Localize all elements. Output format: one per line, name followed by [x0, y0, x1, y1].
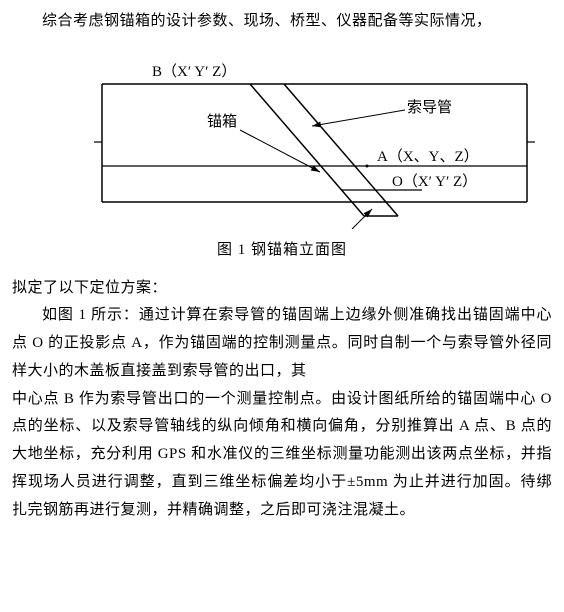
paragraph-lead: 拟定了以下定位方案： — [12, 275, 552, 303]
intro-line: 综合考虑钢锚箱的设计参数、现场、桥型、仪器配备等实际情况， — [12, 8, 552, 36]
paragraph-main-1: 如图 1 所示：通过计算在索导管的锚固端上边缘外侧准确找出锚固端中心点 O 的正… — [12, 302, 552, 385]
paragraph-main-2: 中心点 B 作为索导管出口的一个测量控制点。由设计图纸所给的锚固端中心 O 点的… — [12, 386, 552, 525]
diagram-label-a: A（X、Y、Z） — [377, 148, 479, 165]
anchor-box-diagram: B（X′ Y′ Z） 索导管 锚箱 A（X、Y、Z） O（X′ Y′ Z） — [12, 54, 552, 229]
diagram-label-anchorbox: 锚箱 — [207, 113, 237, 130]
diagram-label-o: O（X′ Y′ Z） — [392, 173, 477, 190]
body-content: 拟定了以下定位方案： 如图 1 所示：通过计算在索导管的锚固端上边缘外侧准确找出… — [12, 275, 552, 525]
diagram-label-b: B（X′ Y′ Z） — [152, 63, 236, 80]
diagram-label-tube: 索导管 — [407, 99, 452, 116]
diagram-caption: 图 1 钢锚箱立面图 — [12, 237, 552, 265]
